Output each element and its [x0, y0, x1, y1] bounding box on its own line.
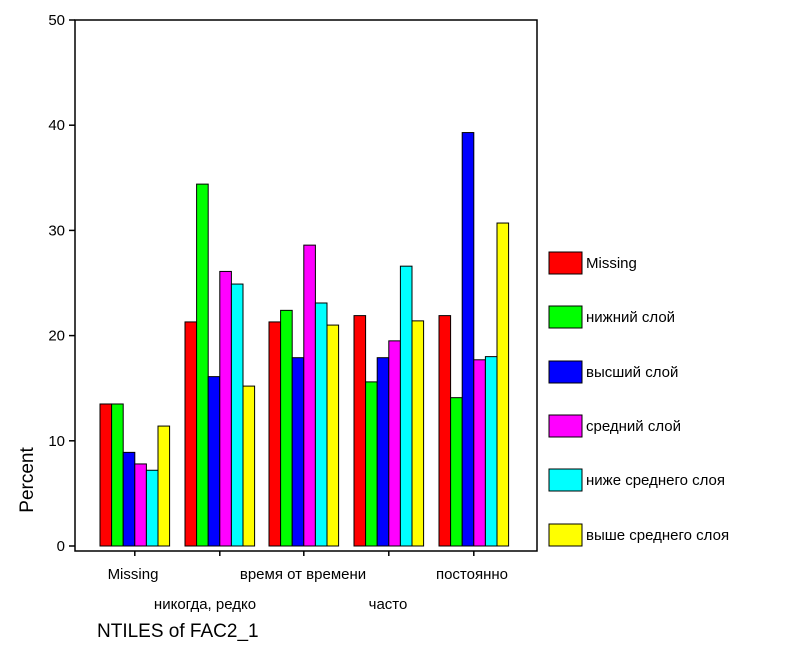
bar [134, 463, 147, 547]
legend: Missing нижний слой высший слой средний сло… [548, 251, 729, 547]
bar [280, 309, 293, 547]
legend-swatch [548, 468, 583, 492]
bar [303, 244, 316, 547]
bar [314, 302, 328, 547]
bar [353, 315, 367, 547]
y-axis-title: Percent [17, 447, 38, 513]
bar [388, 340, 401, 547]
bar [122, 451, 136, 547]
x-axis: Missing никогда, редко время от временичас… [108, 551, 508, 613]
bar [196, 183, 209, 547]
bar [268, 321, 282, 547]
y-tick-label: 30 [48, 222, 65, 239]
y-tick-label: 0 [57, 538, 65, 555]
legend-swatch [548, 305, 583, 329]
legend-label: ниже среднего слоя [586, 472, 725, 489]
bar [484, 356, 498, 547]
x-axis-title: NTILES of FAC2_1 [97, 621, 259, 642]
bar [145, 469, 159, 547]
x-tick-label: постоянно [436, 566, 508, 583]
x-tick-label: время от времени [240, 566, 366, 583]
x-tick-label: Missing [108, 566, 159, 583]
legend-label: Missing [586, 255, 637, 272]
bar [184, 321, 198, 547]
bar [399, 265, 413, 547]
bar [219, 270, 232, 547]
legend-swatch [548, 523, 583, 547]
legend-label: нижний слой [586, 309, 675, 326]
bars [99, 132, 510, 547]
bar [242, 385, 256, 547]
y-tick-label: 20 [48, 328, 65, 345]
bar [99, 403, 113, 547]
bar [207, 376, 221, 547]
bar [365, 381, 378, 547]
legend-label: средний слой [586, 418, 681, 435]
x-tick-label: никогда, редко [154, 596, 256, 613]
bar [111, 403, 124, 547]
bar [376, 357, 390, 547]
y-axis: 0 10 20 30 40 50 [48, 12, 75, 555]
bar [473, 359, 486, 547]
bar [438, 315, 452, 547]
x-tick-label: часто [369, 596, 408, 613]
bar [461, 132, 475, 547]
bar [450, 397, 463, 547]
y-tick-label: 10 [48, 433, 65, 450]
bar [230, 283, 244, 547]
legend-swatch [548, 251, 583, 275]
y-tick-label: 40 [48, 117, 65, 134]
bar [411, 320, 425, 547]
bar [157, 425, 171, 547]
bar [496, 222, 510, 547]
legend-swatch [548, 360, 583, 384]
legend-swatch [548, 414, 583, 438]
bar [291, 357, 305, 547]
bar [326, 324, 340, 547]
y-tick-label: 50 [48, 12, 65, 29]
legend-label: выше среднего слоя [586, 527, 729, 544]
legend-label: высший слой [586, 364, 678, 381]
